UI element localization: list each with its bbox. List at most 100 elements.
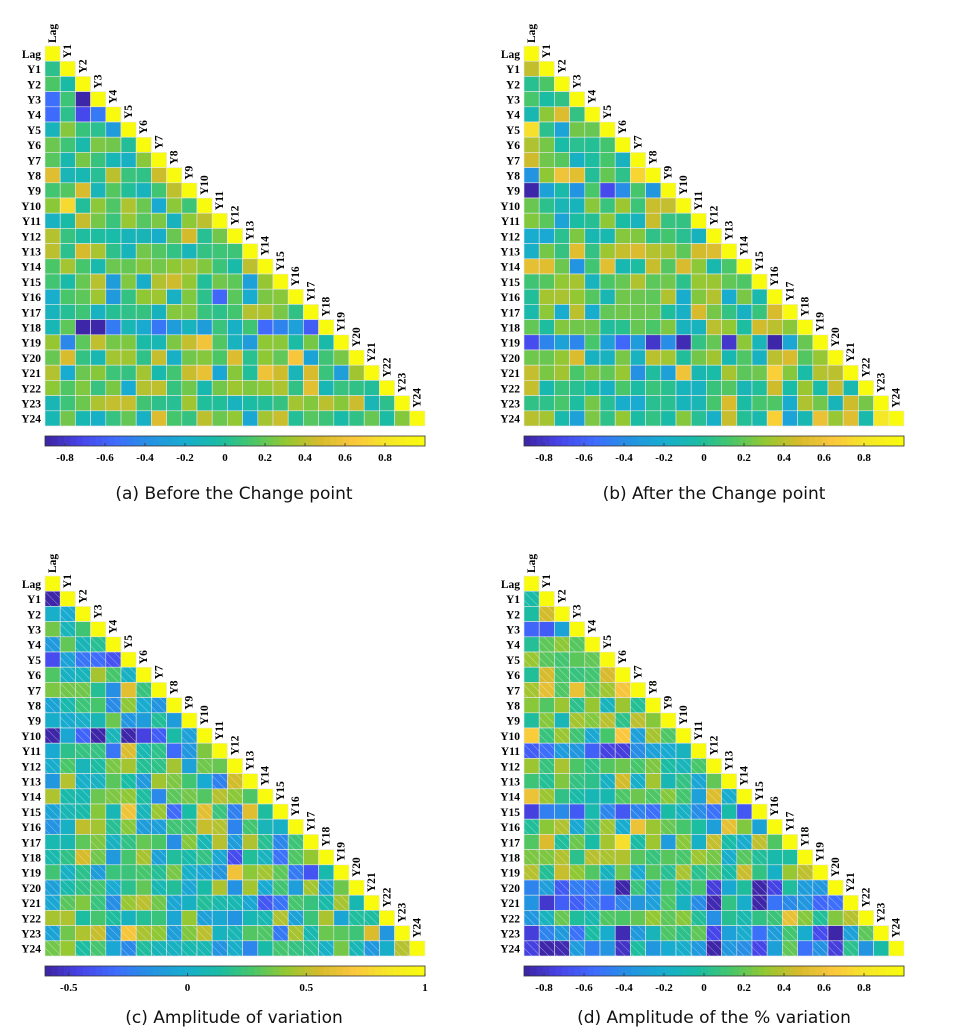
heatmap-cell-hatch xyxy=(75,728,91,744)
heatmap-cell-hatch xyxy=(318,895,334,911)
heatmap-cell xyxy=(59,197,76,214)
heatmap-cell xyxy=(151,410,167,427)
heatmap-cell-hatch xyxy=(166,819,182,835)
row-label: Y3 xyxy=(27,94,41,106)
heatmap-cell xyxy=(599,228,616,244)
colorbar-segment xyxy=(228,436,236,446)
heatmap-cell xyxy=(690,334,707,351)
heatmap-cell xyxy=(523,364,540,381)
heatmap-cell xyxy=(211,395,228,412)
column-label: Y6 xyxy=(138,650,150,664)
heatmap-cell xyxy=(272,803,289,820)
column-label: Y13 xyxy=(245,221,257,241)
colorbar-segment xyxy=(771,436,778,446)
heatmap-cell-hatch xyxy=(539,728,555,744)
colorbar-segment xyxy=(203,966,211,976)
heatmap-cell xyxy=(75,910,91,926)
column-label: Y23 xyxy=(397,903,409,923)
heatmap-cell xyxy=(812,864,829,881)
heatmap-cell xyxy=(348,410,365,427)
heatmap-cell xyxy=(227,380,243,396)
heatmap-cell xyxy=(584,334,601,351)
heatmap-cell xyxy=(151,319,167,336)
colorbar-segment xyxy=(165,436,173,446)
row-label: Y19 xyxy=(21,338,41,350)
heatmap-cell xyxy=(523,273,540,290)
heatmap-cell xyxy=(105,197,122,214)
heatmap-cell xyxy=(554,304,570,320)
colorbar-segment xyxy=(374,966,382,976)
heatmap-cell xyxy=(287,395,304,412)
colorbar-segment xyxy=(83,436,90,446)
heatmap-cell xyxy=(75,197,91,214)
heatmap-cell-hatch xyxy=(721,849,737,865)
heatmap-cell xyxy=(584,167,601,184)
heatmap-cell-hatch xyxy=(105,925,121,941)
heatmap-cell xyxy=(242,788,259,805)
heatmap-cell xyxy=(766,818,783,835)
heatmap-cell xyxy=(105,258,122,275)
heatmap-cell xyxy=(675,742,692,759)
heatmap-cell xyxy=(584,834,601,850)
heatmap-cell-hatch xyxy=(273,925,289,941)
heatmap-cell xyxy=(797,925,814,942)
heatmap-cell-hatch xyxy=(288,849,304,865)
heatmap-cell xyxy=(614,258,631,275)
heatmap-cell-hatch xyxy=(121,712,137,728)
row-label: Y14 xyxy=(500,262,520,274)
heatmap-cell xyxy=(523,319,540,336)
heatmap-cell xyxy=(272,349,289,366)
colorbar-segment xyxy=(222,966,230,976)
heatmap-cell-hatch xyxy=(615,940,631,956)
heatmap-cell xyxy=(584,228,601,244)
heatmap-cell xyxy=(105,773,122,790)
heatmap-cell xyxy=(630,228,646,244)
heatmap-cell xyxy=(135,666,152,683)
heatmap-cell xyxy=(645,197,662,214)
heatmap-cell xyxy=(44,864,61,881)
heatmap-cell-hatch xyxy=(105,788,121,804)
heatmap-cell-hatch xyxy=(151,743,167,759)
heatmap-cell xyxy=(135,243,152,260)
colorbar-segment xyxy=(222,436,230,446)
heatmap-cell xyxy=(135,879,152,896)
colorbar-segment xyxy=(676,436,683,446)
heatmap-cell-hatch xyxy=(75,849,91,865)
heatmap-cell xyxy=(59,243,76,260)
heatmap-cell xyxy=(120,273,137,290)
heatmap-cell xyxy=(105,940,122,957)
heatmap-cell xyxy=(751,364,768,381)
row-label: Y19 xyxy=(500,868,520,880)
heatmap-cell xyxy=(706,349,722,366)
heatmap-cell xyxy=(120,258,137,275)
row-label: Y11 xyxy=(22,746,41,758)
colorbar-segment xyxy=(51,436,59,446)
heatmap-cell-hatch xyxy=(273,834,289,850)
heatmap-cell-hatch xyxy=(676,849,692,865)
heatmap-cell xyxy=(751,319,768,336)
heatmap-cell-hatch xyxy=(706,940,722,956)
heatmap-cell xyxy=(721,349,738,366)
column-label: Y20 xyxy=(830,327,842,347)
heatmap-cell-hatch xyxy=(539,636,555,652)
row-label: Y21 xyxy=(21,368,41,380)
colorbar-segment xyxy=(159,966,166,976)
colorbar-segment xyxy=(587,966,595,976)
heatmap-cell xyxy=(90,410,107,427)
heatmap-cell xyxy=(645,834,662,850)
heatmap-cell xyxy=(90,380,107,396)
heatmap-cell xyxy=(227,818,243,835)
heatmap-cell xyxy=(287,349,304,366)
heatmap-cell-hatch xyxy=(197,895,213,911)
heatmap-cell-hatch xyxy=(812,925,828,941)
heatmap-cell xyxy=(333,940,350,957)
heatmap-cell xyxy=(614,849,631,866)
heatmap-cell-hatch xyxy=(288,864,304,880)
heatmap-cell xyxy=(75,606,91,622)
heatmap-cell xyxy=(554,197,570,214)
heatmap-cell-hatch xyxy=(630,743,646,759)
colorbar-segment xyxy=(707,966,715,976)
heatmap-cell xyxy=(523,380,540,396)
heatmap-cell-hatch xyxy=(136,758,152,774)
heatmap-cell-hatch xyxy=(569,636,585,652)
